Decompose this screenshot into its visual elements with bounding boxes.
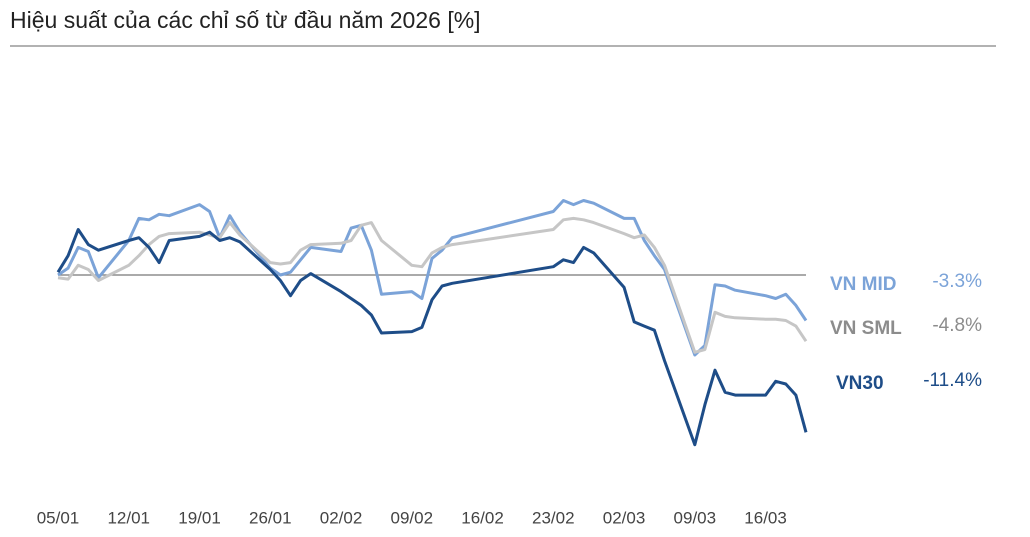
x-tick-label: 09/03 xyxy=(674,508,717,527)
legend-label: VN MID xyxy=(830,274,897,295)
x-tick-label: 05/01 xyxy=(37,508,80,527)
x-tick-label: 16/03 xyxy=(744,508,787,527)
chart-title: Hiệu suất của các chỉ số từ đầu năm 2026… xyxy=(10,7,481,33)
x-tick-label: 02/03 xyxy=(603,508,646,527)
x-tick-label: 02/02 xyxy=(320,508,363,527)
legend-label: VN SML xyxy=(830,318,902,339)
series-line xyxy=(56,228,808,447)
value-label: -11.4% xyxy=(923,370,982,391)
x-tick-label: 12/01 xyxy=(107,508,150,527)
value-label: -4.8% xyxy=(932,315,982,336)
value-label: -3.3% xyxy=(932,271,982,292)
series-line xyxy=(57,216,808,354)
legend-label: VN30 xyxy=(836,373,884,394)
x-tick-label: 23/02 xyxy=(532,508,575,527)
series-line xyxy=(57,199,808,357)
x-tick-label: 19/01 xyxy=(178,508,221,527)
x-tick-label: 16/02 xyxy=(461,508,504,527)
x-tick-label: 09/02 xyxy=(391,508,434,527)
x-tick-label: 26/01 xyxy=(249,508,292,527)
